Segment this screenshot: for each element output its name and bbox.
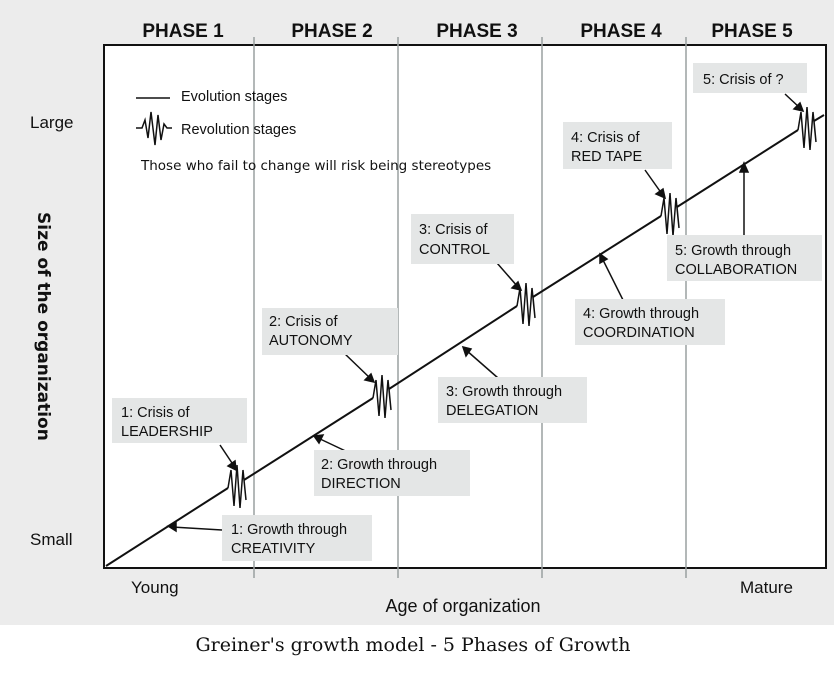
growth-arrows bbox=[166, 161, 750, 533]
svg-text:COORDINATION: COORDINATION bbox=[583, 325, 695, 341]
phase-header-2: PHASE 2 bbox=[291, 21, 372, 42]
y-axis-title: Size of the organization bbox=[33, 212, 53, 441]
evolution-legend-label: Evolution stages bbox=[181, 89, 287, 105]
svg-text:CREATIVITY: CREATIVITY bbox=[231, 541, 316, 557]
revolution-marks bbox=[227, 106, 817, 509]
growth-box-5: 5: Growth through COLLABORATION bbox=[667, 235, 822, 281]
svg-text:4: Growth through: 4: Growth through bbox=[583, 306, 699, 322]
phase-header-1: PHASE 1 bbox=[142, 21, 224, 42]
revolution-5 bbox=[797, 106, 817, 151]
crisis-box-3: 3: Crisis of CONTROL bbox=[411, 214, 514, 264]
crisis-box-2: 2: Crisis of AUTONOMY bbox=[262, 308, 398, 355]
revolution-1 bbox=[227, 464, 247, 509]
revolution-legend-label: Revolution stages bbox=[181, 122, 296, 138]
svg-text:LEADERSHIP: LEADERSHIP bbox=[121, 424, 213, 440]
phase-header-3: PHASE 3 bbox=[436, 21, 517, 42]
figure-caption: Greiner's growth model - 5 Phases of Gro… bbox=[195, 634, 631, 656]
svg-text:5: Growth through: 5: Growth through bbox=[675, 243, 791, 259]
revolution-2 bbox=[372, 374, 392, 419]
svg-text:2: Crisis of: 2: Crisis of bbox=[269, 314, 338, 330]
svg-text:5: Crisis of ?: 5: Crisis of ? bbox=[703, 72, 784, 88]
legend-note: Those who fail to change will risk being… bbox=[140, 158, 491, 174]
svg-text:1: Crisis of: 1: Crisis of bbox=[121, 405, 190, 421]
x-axis-left-label: Young bbox=[131, 578, 179, 597]
phase-header-5: PHASE 5 bbox=[711, 21, 793, 42]
svg-text:RED TAPE: RED TAPE bbox=[571, 149, 643, 165]
svg-text:2: Growth through: 2: Growth through bbox=[321, 457, 437, 473]
revolution-4 bbox=[660, 192, 680, 237]
revolution-3 bbox=[516, 282, 536, 327]
revolution-legend-icon bbox=[136, 111, 172, 146]
evolution-curve bbox=[105, 114, 825, 567]
svg-text:COLLABORATION: COLLABORATION bbox=[675, 262, 797, 278]
svg-text:DELEGATION: DELEGATION bbox=[446, 403, 538, 419]
crisis-box-1: 1: Crisis of LEADERSHIP bbox=[112, 398, 247, 443]
x-axis-title: Age of organization bbox=[385, 596, 540, 616]
svg-text:1: Growth through: 1: Growth through bbox=[231, 522, 347, 538]
svg-text:DIRECTION: DIRECTION bbox=[321, 476, 401, 492]
crisis-arrows bbox=[219, 93, 805, 472]
crisis-box-4: 4: Crisis of RED TAPE bbox=[563, 122, 672, 169]
growth-box-2: 2: Growth through DIRECTION bbox=[314, 450, 470, 496]
svg-text:AUTONOMY: AUTONOMY bbox=[269, 333, 353, 349]
svg-text:4: Crisis of: 4: Crisis of bbox=[571, 130, 640, 146]
x-axis-right-label: Mature bbox=[740, 578, 793, 597]
phase-header-4: PHASE 4 bbox=[580, 21, 662, 42]
svg-text:3: Crisis of: 3: Crisis of bbox=[419, 222, 488, 238]
y-axis-bottom-label: Small bbox=[30, 530, 73, 549]
svg-text:3: Growth through: 3: Growth through bbox=[446, 384, 562, 400]
growth-box-4: 4: Growth through COORDINATION bbox=[575, 299, 725, 345]
y-axis-top-label: Large bbox=[30, 113, 73, 132]
svg-text:CONTROL: CONTROL bbox=[419, 242, 490, 258]
crisis-box-5: 5: Crisis of ? bbox=[693, 63, 807, 93]
growth-box-3: 3: Growth through DELEGATION bbox=[438, 377, 587, 423]
growth-box-1: 1: Growth through CREATIVITY bbox=[222, 515, 372, 561]
